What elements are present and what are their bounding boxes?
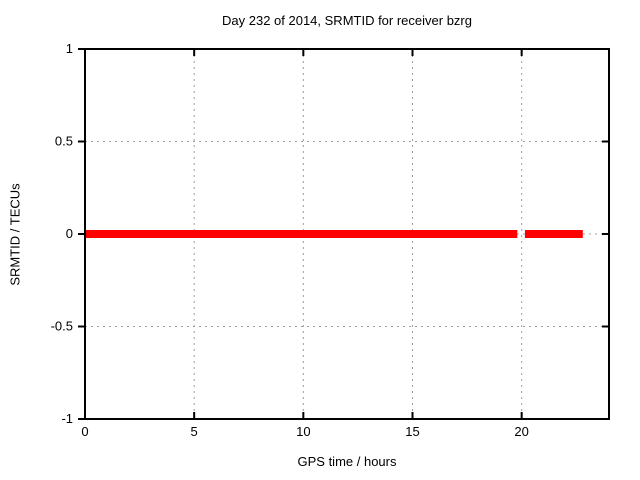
x-tick-label: 15 xyxy=(405,424,419,439)
x-tick-label: 10 xyxy=(296,424,310,439)
x-tick-label: 20 xyxy=(514,424,528,439)
y-tick-label: 0 xyxy=(66,226,73,241)
y-tick-label: -1 xyxy=(61,411,73,426)
x-tick-label: 0 xyxy=(81,424,88,439)
y-tick-label: -0.5 xyxy=(51,319,73,334)
y-tick-label: 0.5 xyxy=(55,134,73,149)
x-axis-label: GPS time / hours xyxy=(297,454,397,469)
chart-title: Day 232 of 2014, SRMTID for receiver bzr… xyxy=(222,13,472,28)
y-axis-label: SRMTID / TECUs xyxy=(7,183,23,286)
y-tick-label: 1 xyxy=(66,41,73,56)
x-tick-label: 5 xyxy=(191,424,198,439)
